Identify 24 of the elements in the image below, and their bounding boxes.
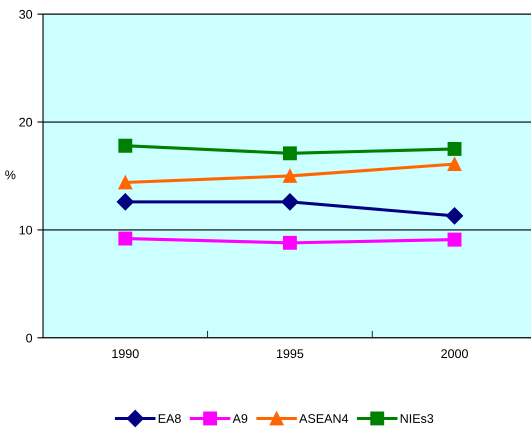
point (446, 207, 464, 224)
point (282, 146, 297, 160)
point (118, 232, 132, 246)
x-tick-label: 1990 (112, 349, 139, 358)
point (448, 142, 462, 156)
y-axis-title: % (5, 170, 16, 180)
y-tick-label: 30 (19, 10, 32, 19)
legend-label: NIEs3 (400, 414, 434, 423)
point (118, 138, 132, 153)
x-tick-label: 1995 (276, 349, 304, 358)
point (448, 157, 462, 172)
point (282, 236, 297, 250)
point (118, 175, 132, 190)
y-tick-label: 0 (26, 334, 32, 342)
legend-label: EA8 (158, 414, 181, 423)
point (116, 193, 134, 210)
point (281, 193, 298, 210)
y-tick-label: 10 (20, 226, 32, 235)
point (448, 232, 462, 247)
y-tick-label: 20 (19, 118, 32, 127)
legend-label: A9 (232, 414, 248, 423)
point (282, 169, 297, 183)
legend-label: ASEAN4 (299, 414, 348, 423)
x-tick-label: 2000 (441, 349, 468, 358)
